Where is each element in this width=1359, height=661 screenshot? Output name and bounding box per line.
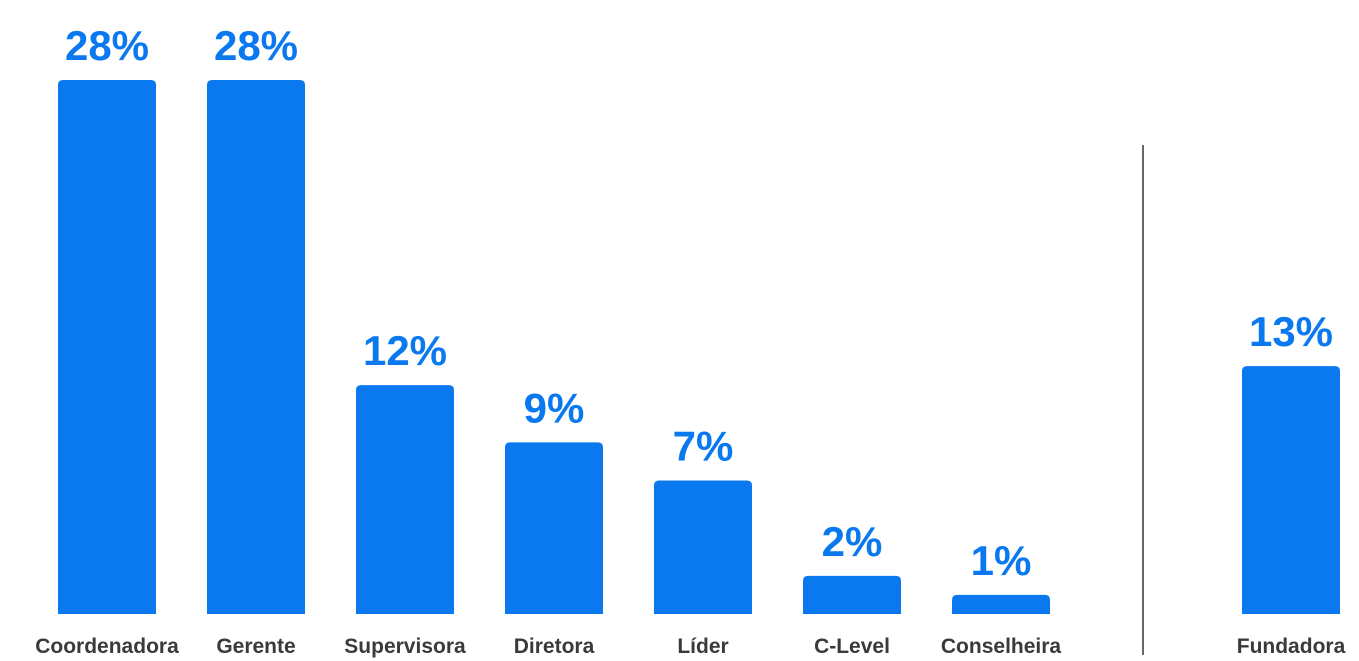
bar [952, 594, 1050, 614]
x-tick-label: Conselheira [941, 635, 1062, 658]
value-label: 12% [363, 327, 447, 374]
x-tick-label: C-Level [814, 635, 890, 658]
bar [207, 80, 305, 614]
x-tick-label: Coordenadora [35, 635, 179, 658]
bar [505, 442, 603, 614]
x-tick-label: Gerente [216, 635, 295, 658]
x-tick-label: Líder [677, 635, 728, 658]
value-label: 2% [822, 518, 883, 565]
x-tick-label: Diretora [514, 635, 595, 658]
value-label: 7% [673, 423, 734, 470]
bar [1242, 366, 1340, 614]
x-tick-label: Supervisora [344, 635, 466, 658]
bar [803, 575, 901, 614]
value-label: 13% [1249, 308, 1333, 355]
bar [654, 480, 752, 614]
value-label: 9% [524, 384, 585, 431]
value-label: 28% [214, 22, 298, 69]
value-label: 28% [65, 22, 149, 69]
bar [356, 385, 454, 614]
x-tick-label: Fundadora [1237, 635, 1346, 658]
value-label: 1% [971, 537, 1032, 584]
bar [58, 80, 156, 614]
